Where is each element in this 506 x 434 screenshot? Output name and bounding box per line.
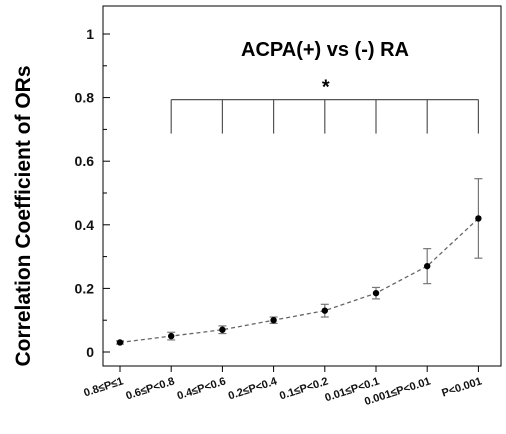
x-tick-label: 0.6≤P<0.8	[124, 375, 176, 402]
data-point	[168, 332, 175, 340]
y-tick-label: 0.8	[75, 90, 95, 106]
y-axis-label: Correlation Coefficient of ORs	[12, 65, 35, 366]
significance-star: *	[322, 77, 330, 99]
data-point	[219, 326, 226, 333]
significance-bracket: *	[170, 77, 479, 134]
x-axis: 0.8≤P≤1 0.6≤P<0.8 0.4≤P<0.6 0.2≤P<0.4 0.1≤P<…	[82, 366, 483, 408]
y-tick-label: 0.6	[75, 153, 95, 169]
data-point	[321, 307, 328, 314]
data-point	[475, 215, 482, 222]
series-line	[119, 217, 479, 344]
x-tick-label: 0.4≤P<0.6	[176, 375, 228, 402]
data-point	[424, 262, 431, 270]
plot-frame	[102, 5, 502, 367]
data-point	[270, 317, 277, 324]
x-tick-label: 0.1≤P<0.2	[278, 375, 330, 402]
series	[116, 178, 483, 346]
y-axis: 0 0.2 0.4 0.6 0.8 1	[75, 26, 110, 360]
data-point	[116, 339, 124, 346]
y-tick-label: 0	[86, 344, 94, 360]
x-tick-label: P<0.001	[440, 375, 483, 399]
y-tick-label: 1	[86, 26, 94, 42]
y-tick-label: 0.2	[75, 280, 95, 296]
data-point	[372, 289, 380, 297]
x-tick-label: 0.2≤P<0.4	[227, 375, 279, 402]
x-tick-label: 0.8≤P≤1	[82, 375, 125, 399]
y-tick-label: 0.4	[75, 217, 95, 233]
chart-title: ACPA(+) vs (-) RA	[241, 39, 409, 61]
